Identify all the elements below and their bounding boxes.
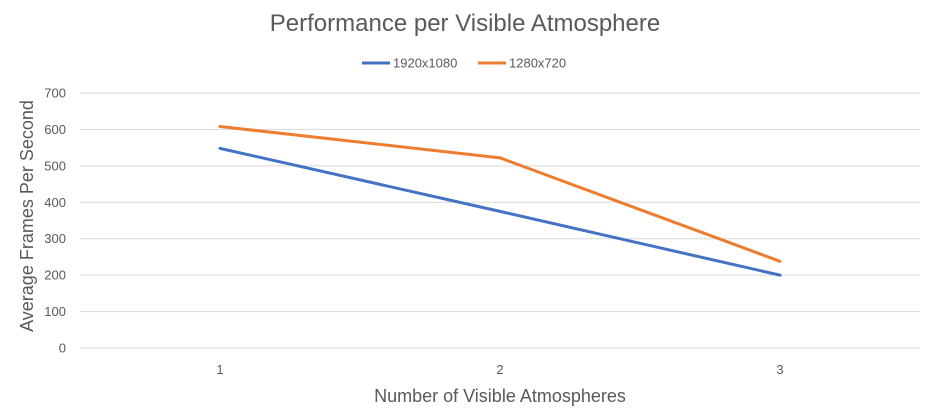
legend: 1920x1080 1280x720 xyxy=(362,56,566,71)
series-line-1920x1080 xyxy=(218,146,782,277)
gridlines xyxy=(80,92,920,349)
x-axis-ticks: 1 2 3 xyxy=(216,362,783,377)
chart-title: Performance per Visible Atmosphere xyxy=(270,10,660,37)
y-tick-label: 600 xyxy=(44,122,66,137)
x-axis-title: Number of Visible Atmospheres xyxy=(374,386,626,406)
y-tick-label: 700 xyxy=(44,86,66,101)
y-axis-title: Average Frames Per Second xyxy=(17,100,37,332)
y-tick-label: 100 xyxy=(44,304,66,319)
y-tick-label: 300 xyxy=(44,231,66,246)
plot-area xyxy=(218,125,782,277)
y-axis-ticks: 0 100 200 300 400 500 600 700 xyxy=(44,86,66,356)
legend-label: 1280x720 xyxy=(509,56,566,71)
x-tick-label: 2 xyxy=(496,362,503,377)
series-line-1280x720 xyxy=(218,125,782,263)
x-tick-label: 3 xyxy=(776,362,783,377)
y-tick-label: 400 xyxy=(44,195,66,210)
y-tick-label: 200 xyxy=(44,268,66,283)
x-tick-label: 1 xyxy=(216,362,223,377)
y-tick-label: 500 xyxy=(44,158,66,173)
y-tick-label: 0 xyxy=(59,341,66,356)
legend-label: 1920x1080 xyxy=(393,56,457,71)
